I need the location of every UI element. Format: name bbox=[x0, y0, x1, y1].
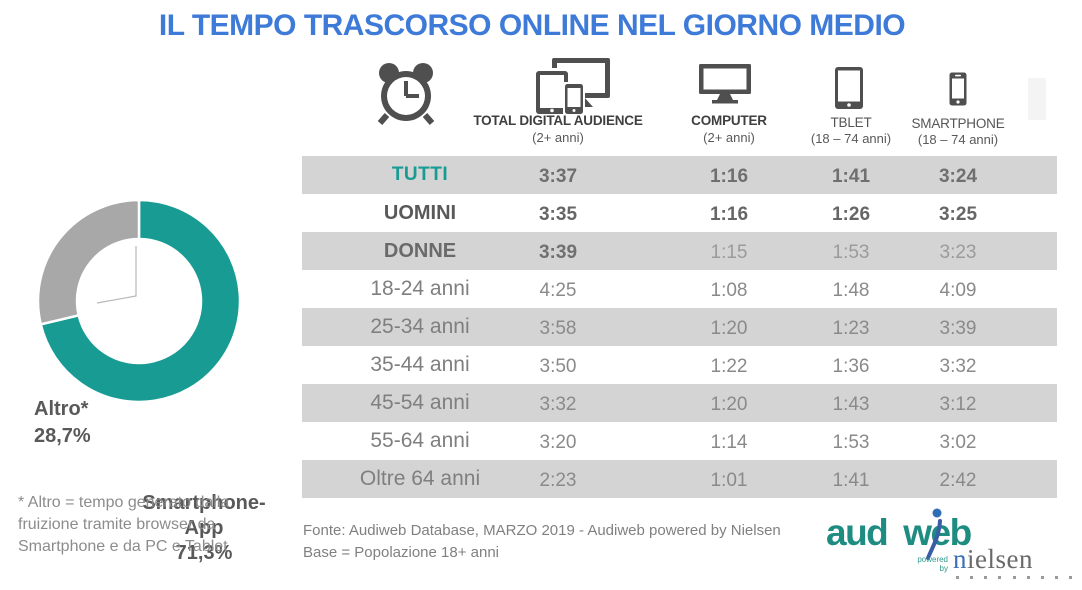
computer-icon bbox=[699, 64, 751, 104]
value-cell: 1:16 bbox=[709, 204, 749, 225]
row-label: 25-34 anni bbox=[370, 315, 470, 338]
audiweb-wordmark: aud web bbox=[826, 512, 972, 553]
row-label: 55-64 anni bbox=[370, 429, 470, 452]
row-label: TUTTI bbox=[391, 164, 449, 185]
donut-label-altro: Altro* 28,7% bbox=[34, 398, 91, 447]
value-cell: 1:53 bbox=[832, 432, 870, 453]
column-header-computer: COMPUTER bbox=[691, 113, 767, 128]
table-row-45-54: 45-54 anni 3:32 1:20 1:43 3:12 bbox=[302, 384, 1057, 422]
data-table: TUTTI 3:37 1:16 1:41 3:24 UOMINI 3:35 1:… bbox=[302, 156, 1057, 498]
alarm-clock-icon bbox=[377, 63, 435, 125]
value-cell: 3:58 bbox=[539, 318, 577, 339]
value-cell: 4:09 bbox=[939, 280, 977, 301]
value-cell: 1:20 bbox=[710, 318, 748, 339]
value-cell: 3:39 bbox=[538, 242, 578, 263]
smartphone-icon bbox=[949, 72, 967, 106]
donut-label-smartphone-app: Smartphone- App 71,3% bbox=[142, 492, 266, 564]
value-cell: 3:32 bbox=[939, 356, 977, 377]
value-cell: 1:41 bbox=[831, 166, 871, 187]
value-cell: 3:39 bbox=[939, 318, 977, 339]
value-cell: 4:25 bbox=[539, 280, 577, 301]
tablet-icon bbox=[835, 67, 863, 109]
donut-slice-smartphone-app bbox=[39, 198, 242, 404]
row-label: 45-54 anni bbox=[370, 391, 470, 414]
value-cell: 3:32 bbox=[539, 394, 577, 415]
table-row-25-34: 25-34 anni 3:58 1:20 1:23 3:39 bbox=[302, 308, 1057, 346]
row-label: Oltre 64 anni bbox=[359, 467, 481, 490]
value-cell: 1:16 bbox=[709, 166, 749, 187]
column-subheader-computer: (2+ anni) bbox=[703, 130, 755, 145]
value-cell: 1:14 bbox=[710, 432, 748, 453]
donut-svg bbox=[36, 198, 242, 404]
column-subheader-smartphone: (18 – 74 anni) bbox=[917, 132, 999, 147]
value-cell: 1:36 bbox=[832, 356, 870, 377]
powered-by-text: powered by bbox=[917, 555, 948, 573]
row-label: 35-44 anni bbox=[370, 353, 470, 376]
value-cell: 1:41 bbox=[832, 470, 870, 491]
table-row-uomini: UOMINI 3:35 1:16 1:26 3:25 bbox=[302, 194, 1057, 232]
row-label: DONNE bbox=[383, 240, 457, 262]
value-cell: 3:37 bbox=[538, 166, 578, 187]
value-cell: 1:53 bbox=[832, 242, 870, 263]
column-subheader-total-digital-audience: (2+ anni) bbox=[532, 130, 584, 145]
donut-slice-altro bbox=[36, 198, 141, 326]
decorative-rect bbox=[1028, 78, 1046, 120]
label-leader-line bbox=[96, 246, 137, 304]
table-row-oltre-64: Oltre 64 anni 2:23 1:01 1:41 2:42 bbox=[302, 460, 1057, 498]
value-cell: 3:35 bbox=[538, 204, 578, 225]
value-cell: 3:50 bbox=[539, 356, 577, 377]
column-header-smartphone: SMARTPHONE bbox=[911, 116, 1005, 131]
table-row-55-64: 55-64 anni 3:20 1:14 1:53 3:02 bbox=[302, 422, 1057, 460]
nielsen-dots bbox=[956, 576, 1072, 579]
row-label: 18-24 anni bbox=[370, 277, 470, 300]
table-row-tutti: TUTTI 3:37 1:16 1:41 3:24 bbox=[302, 156, 1057, 194]
value-cell: 1:48 bbox=[832, 280, 870, 301]
multi-device-icon bbox=[533, 58, 610, 115]
column-header-tablet: TBLET bbox=[830, 115, 872, 130]
column-header-total-digital-audience: TOTAL DIGITAL AUDIENCE bbox=[473, 113, 643, 128]
value-cell: 3:23 bbox=[939, 242, 977, 263]
value-cell: 1:26 bbox=[831, 204, 871, 225]
footnote: * Altro = tempo generato dalla fruizione… bbox=[18, 494, 230, 555]
audiweb-i-swoosh-icon bbox=[926, 508, 942, 560]
source-text: Fonte: Audiweb Database, MARZO 2019 - Au… bbox=[303, 522, 781, 561]
value-cell: 1:20 bbox=[710, 394, 748, 415]
table-row-18-24: 18-24 anni 4:25 1:08 1:48 4:09 bbox=[302, 270, 1057, 308]
page-title: IL TEMPO TRASCORSO ONLINE NEL GIORNO MED… bbox=[158, 9, 906, 42]
value-cell: 3:20 bbox=[539, 432, 577, 453]
value-cell: 3:24 bbox=[938, 166, 978, 187]
value-cell: 3:25 bbox=[938, 204, 978, 225]
value-cell: 2:23 bbox=[539, 470, 577, 491]
column-subheader-tablet: (18 – 74 anni) bbox=[810, 131, 892, 146]
donut-chart: Altro* 28,7% Smartphone- App 71,3% bbox=[0, 185, 280, 564]
value-cell: 1:01 bbox=[710, 470, 748, 491]
value-cell: 3:02 bbox=[939, 432, 977, 453]
value-cell: 1:23 bbox=[832, 318, 870, 339]
value-cell: 1:08 bbox=[710, 280, 748, 301]
table-row-35-44: 35-44 anni 3:50 1:22 1:36 3:32 bbox=[302, 346, 1057, 384]
value-cell: 1:22 bbox=[710, 356, 748, 377]
nielsen-wordmark: nielsen bbox=[953, 544, 1033, 574]
row-label: UOMINI bbox=[383, 202, 457, 224]
table-row-donne: DONNE 3:39 1:15 1:53 3:23 bbox=[302, 232, 1057, 270]
value-cell: 1:43 bbox=[832, 394, 870, 415]
audiweb-nielsen-logo: aud web powered by nielsen bbox=[822, 506, 1072, 586]
value-cell: 3:12 bbox=[939, 394, 977, 415]
value-cell: 1:15 bbox=[710, 242, 748, 263]
value-cell: 2:42 bbox=[939, 470, 977, 491]
